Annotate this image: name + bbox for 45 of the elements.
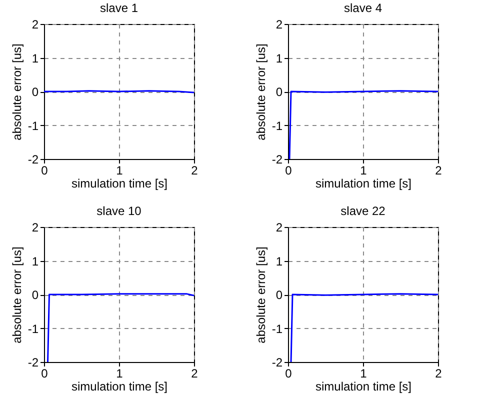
chart-title: slave 10 xyxy=(96,204,142,218)
x-tick-label: 0 xyxy=(41,164,48,178)
y-tick-label: 1 xyxy=(276,51,283,66)
x-tick-label: 2 xyxy=(435,366,442,380)
y-tick-label: 2 xyxy=(276,220,283,234)
y-tick-label: 1 xyxy=(32,254,39,268)
y-axis-title: absolute error [us] xyxy=(10,246,24,344)
y-tick-label: 1 xyxy=(32,51,39,66)
y-tick-label: -1 xyxy=(272,322,283,336)
x-tick-label: 1 xyxy=(360,164,368,178)
y-tick-label: -2 xyxy=(28,152,39,166)
x-tick-label: 0 xyxy=(285,164,292,178)
y-tick-label: 0 xyxy=(276,288,283,302)
y-tick-label: 0 xyxy=(32,288,39,302)
chart-title: slave 22 xyxy=(340,204,386,218)
y-tick-label: 0 xyxy=(276,85,283,99)
y-tick-label: -2 xyxy=(272,356,283,370)
y-tick-label: -2 xyxy=(272,152,283,166)
y-axis-title: absolute error [us] xyxy=(10,44,24,140)
y-tick-label: -1 xyxy=(272,118,283,133)
x-axis-title: simulation time [s] xyxy=(71,176,168,190)
y-tick-label: 1 xyxy=(276,254,283,268)
x-tick-label: 2 xyxy=(191,366,198,380)
y-axis-title: absolute error [us] xyxy=(254,246,268,344)
x-tick-label: 0 xyxy=(285,366,292,380)
x-axis-title: simulation time [s] xyxy=(315,380,412,394)
y-tick-label: -1 xyxy=(28,322,39,336)
y-tick-label: 2 xyxy=(32,220,39,234)
y-tick-label: 2 xyxy=(32,18,39,32)
x-tick-label: 2 xyxy=(435,164,442,178)
x-tick-label: 0 xyxy=(41,366,48,380)
x-tick-label: 1 xyxy=(360,366,368,380)
x-tick-label: 1 xyxy=(116,164,124,178)
x-tick-label: 1 xyxy=(116,366,124,380)
x-axis-title: simulation time [s] xyxy=(71,380,168,394)
y-tick-label: -1 xyxy=(28,118,39,133)
y-tick-label: 2 xyxy=(276,18,283,32)
x-tick-label: 2 xyxy=(191,164,198,178)
x-axis-title: simulation time [s] xyxy=(315,176,412,190)
y-tick-label: 0 xyxy=(32,85,39,99)
chart-title: slave 1 xyxy=(100,1,138,15)
chart-title: slave 4 xyxy=(344,1,382,15)
line-series xyxy=(47,293,194,362)
y-axis-title: absolute error [us] xyxy=(254,44,268,140)
y-tick-label: -2 xyxy=(28,356,39,370)
